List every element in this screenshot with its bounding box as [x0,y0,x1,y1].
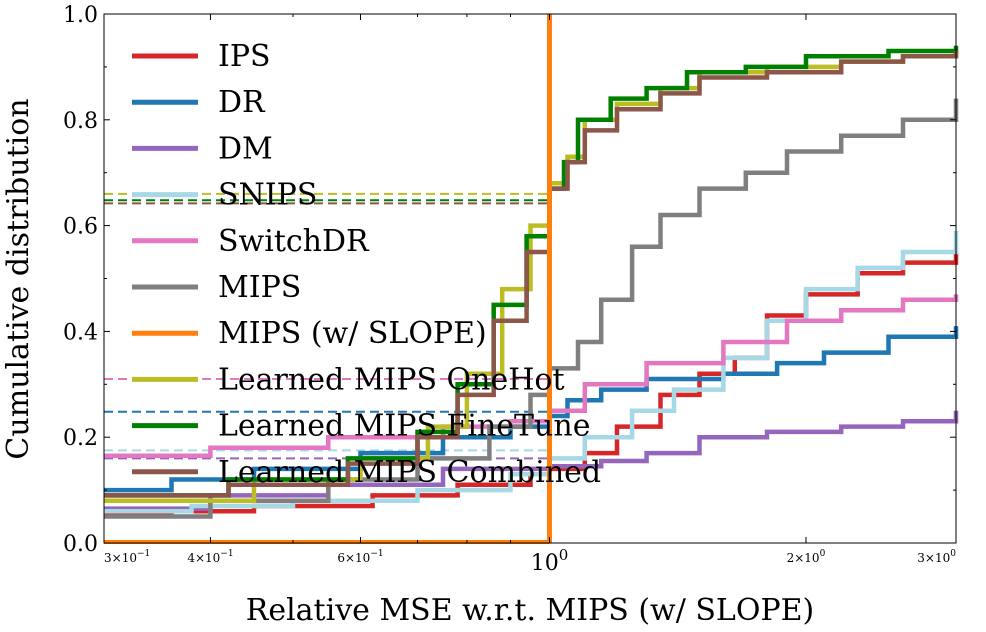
series-learned-mips-onehot [104,51,959,503]
x-tick-label: 2×100 [787,549,826,565]
x-tick-label: 3×10−1 [104,549,150,565]
legend-label-dm: DM [218,131,273,166]
legend-label-learned-mips-finetune: Learned MIPS FineTune [218,409,590,444]
series-mips [104,98,959,519]
legend-label-snips: SNIPS [218,178,317,213]
legend-label-mips-w-slope: MIPS (w/ SLOPE) [218,316,487,351]
y-tick-label: 0.2 [63,426,98,451]
x-axis-label: Relative MSE w.r.t. MIPS (w/ SLOPE) [246,593,815,628]
legend: IPS DR DM SNIPS SwitchDR MIPS MIPS (w/ SLOPE) L… [132,39,601,490]
y-tick-label: 1.0 [63,3,98,28]
series-learned-mips-combined [104,51,959,498]
legend-label-learned-mips-onehot: Learned MIPS OneHot [218,362,565,397]
y-tick-label: 0.6 [63,215,98,240]
x-tick-label: 4×10−1 [187,549,233,565]
x-tick-label: 3×100 [917,549,956,565]
slope-vline [104,14,552,544]
x-tick-label: 100 [531,546,569,576]
series-switchdr [104,294,959,458]
legend-label-dr: DR [218,85,266,120]
y-axis-label: Cumulative distribution [1,98,36,459]
legend-label-ips: IPS [218,39,271,74]
legend-label-learned-mips-combined: Learned MIPS Combined [218,455,601,490]
series-lines [104,45,959,519]
y-tick-label: 0.8 [63,109,98,134]
series-dr [104,326,959,493]
x-tick-label: 6×10−1 [337,549,383,565]
series-snips [104,230,959,514]
legend-label-mips: MIPS [218,270,301,305]
y-tick-label: 0.0 [63,532,98,557]
y-tick-label: 0.4 [63,320,98,345]
legend-label-switchdr: SwitchDR [218,224,370,259]
